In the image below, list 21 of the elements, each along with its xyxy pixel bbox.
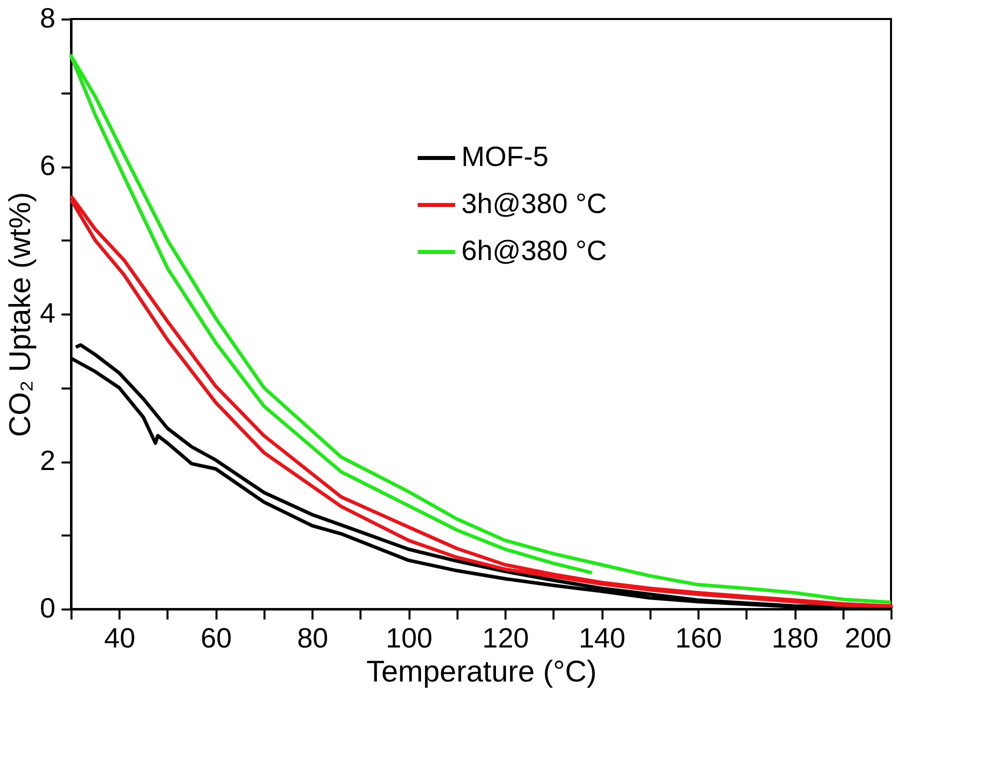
y-tick-label: 4 [40,298,56,328]
y-tick-label: 0 [40,592,56,624]
y-axis-title: CO₂ Uptake (wt%) [4,192,37,438]
legend-label: 6h@380 °C [461,235,607,266]
x-tick-label: 120 [482,622,529,654]
line-series [69,54,893,604]
y-tick-label: 2 [40,445,56,476]
x-axis-title: Temperature (°C) [366,656,597,688]
line-series [69,194,893,608]
x-tick-label: 60 [200,622,232,654]
x-tick-label: 200 [844,622,892,654]
y-tick-label: 8 [40,2,56,34]
x-tick-label: 140 [578,622,626,654]
x-tick-label: 180 [772,622,818,654]
x-tick-label: 80 [297,622,328,654]
x-tick-label: 160 [675,622,722,654]
legend-label: MOF-5 [461,141,549,172]
y-tick-label: 6 [40,150,56,181]
legend-label: 3h@380 °C [461,188,607,219]
x-tick-label: 40 [104,622,136,654]
x-tick-label: 100 [386,622,433,654]
